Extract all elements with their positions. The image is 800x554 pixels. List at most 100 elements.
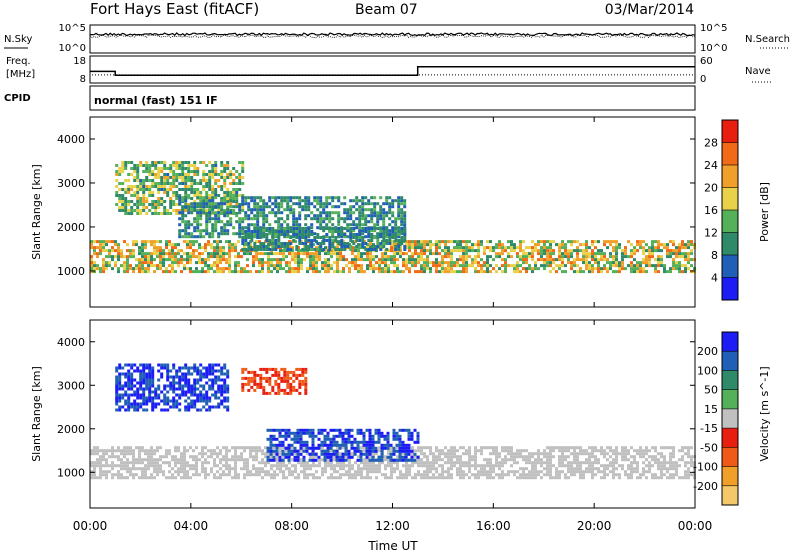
velocity-echo-cell [202, 399, 206, 403]
velocity-echo-cell [468, 458, 471, 462]
power-echo-cell [465, 240, 468, 244]
power-echo-cell [414, 261, 417, 265]
velocity-echo-cell [264, 473, 267, 477]
power-echo-cell [384, 267, 387, 271]
velocity-echo-cell [390, 446, 393, 450]
power-echo-cell [199, 223, 203, 227]
velocity-echo-cell [166, 396, 170, 400]
velocity-echo-cell [630, 461, 633, 465]
power-echo-cell [681, 270, 684, 274]
power-echo-cell [400, 232, 404, 236]
velocity-echo-cell [301, 367, 305, 371]
power-echo-cell [292, 233, 296, 236]
velocity-echo-cell [432, 467, 435, 471]
velocity-echo-cell [172, 384, 176, 388]
velocity-echo-cell [199, 408, 203, 412]
power-echo-cell [585, 255, 588, 259]
power-echo-cell [400, 223, 404, 227]
velocity-echo-cell [558, 464, 561, 468]
velocity-echo-cell [289, 385, 293, 389]
velocity-echo-cell [672, 464, 675, 468]
velocity-echo-cell [127, 384, 131, 388]
power-echo-cell [228, 270, 231, 274]
power-echo-cell [292, 235, 296, 239]
velocity-echo-cell [169, 399, 173, 403]
power-echo-cell [379, 227, 383, 230]
power-echo-cell [570, 264, 573, 268]
power-echo-cell [156, 249, 159, 253]
power-echo-cell [142, 179, 146, 182]
velocity-echo-cell [255, 452, 258, 456]
power-echo-cell [450, 249, 453, 253]
velocity-echo-cell [585, 458, 588, 462]
velocity-echo-cell [219, 467, 222, 471]
power-echo-cell [151, 170, 155, 173]
power-echo-cell [286, 196, 290, 200]
velocity-echo-cell [195, 470, 198, 474]
power-echo-cell [184, 209, 188, 212]
power-echo-cell [279, 252, 282, 256]
power-echo-cell [397, 196, 401, 200]
power-echo-cell [489, 264, 492, 268]
power-echo-cell [651, 264, 654, 268]
power-echo-cell [340, 235, 344, 239]
power-echo-cell [150, 240, 153, 244]
velocity-echo-cell [672, 455, 675, 459]
power-echo-cell [441, 240, 444, 244]
power-echo-cell [133, 191, 137, 194]
power-echo-cell [657, 264, 660, 268]
velocity-echo-cell [531, 455, 534, 459]
velocity-echo-cell [166, 378, 170, 382]
velocity-echo-cell [624, 473, 627, 477]
power-echo-cell [234, 267, 237, 271]
velocity-echo-cell [270, 476, 273, 480]
velocity-echo-cell [147, 452, 150, 456]
velocity-echo-cell [231, 446, 234, 450]
power-echo-cell [414, 264, 417, 268]
velocity-echo-cell [261, 476, 264, 480]
velocity-echo-cell [474, 467, 477, 471]
power-echo-cell [144, 255, 147, 259]
power-echo-cell [175, 164, 179, 167]
velocity-echo-cell [205, 393, 209, 397]
power-echo-cell [220, 211, 224, 215]
power-echo-cell [244, 226, 248, 230]
power-echo-cell [280, 205, 284, 209]
power-echo-cell [102, 243, 105, 247]
power-echo-cell [241, 167, 245, 170]
power-echo-cell [181, 196, 185, 200]
power-echo-cell [304, 248, 308, 251]
velocity-echo-cell [666, 461, 669, 465]
power-echo-cell [180, 249, 183, 253]
power-echo-cell [414, 240, 417, 244]
power-echo-cell [220, 176, 224, 179]
velocity-echo-cell [223, 387, 227, 391]
power-echo-cell [411, 240, 414, 244]
velocity-echo-cell [124, 399, 128, 403]
power-echo-cell [462, 255, 465, 259]
velocity-echo-cell [570, 467, 573, 471]
power-echo-cell [186, 252, 189, 256]
power-echo-cell [328, 239, 332, 242]
velocity-echo-cell [225, 464, 228, 468]
velocity-echo-cell [124, 363, 128, 367]
power-echo-cell [352, 242, 356, 245]
velocity-echo-cell [105, 476, 108, 480]
velocity-echo-cell [252, 455, 255, 459]
power-echo-cell [318, 252, 321, 256]
velocity-echo-cell [621, 446, 624, 450]
velocity-echo-cell [111, 455, 114, 459]
power-echo-cell [244, 230, 248, 233]
velocity-echo-cell [663, 473, 666, 477]
power-echo-cell [654, 240, 657, 244]
power-echo-cell [177, 243, 180, 247]
power-echo-cell [229, 194, 233, 197]
power-echo-cell [510, 255, 513, 259]
power-echo-cell [561, 255, 564, 259]
power-echo-cell [136, 173, 140, 176]
velocity-echo-cell [285, 464, 288, 468]
velocity-echo-cell [366, 473, 369, 477]
power-echo-cell [621, 255, 624, 259]
velocity-echo-cell [546, 464, 549, 468]
power-echo-cell [160, 200, 164, 203]
